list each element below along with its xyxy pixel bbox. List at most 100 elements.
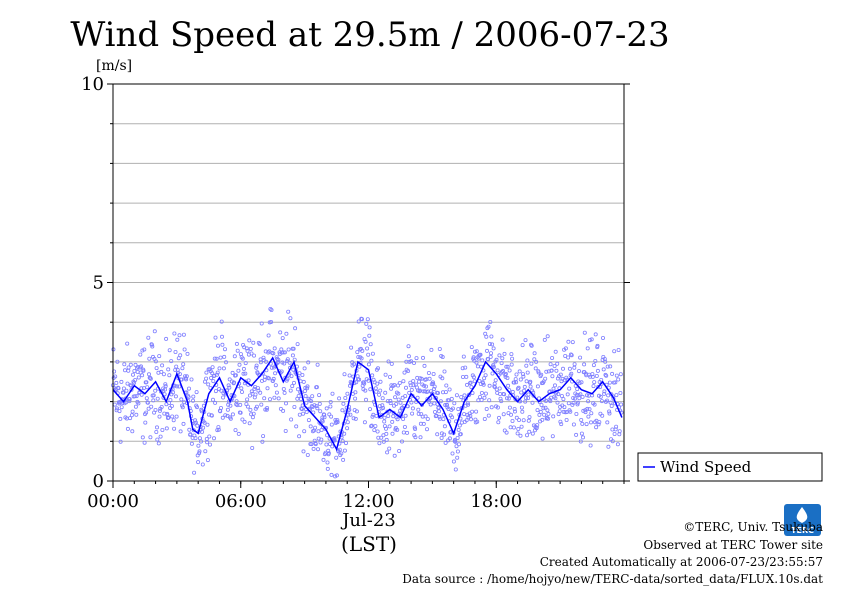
raw-data-point	[233, 428, 238, 433]
raw-data-point	[173, 349, 178, 354]
raw-data-point	[251, 340, 256, 345]
raw-data-point	[467, 411, 472, 416]
raw-data-point	[174, 384, 179, 389]
raw-data-point	[235, 348, 240, 353]
raw-data-point	[573, 396, 578, 401]
raw-data-point	[330, 391, 335, 396]
raw-data-point	[153, 388, 158, 393]
raw-data-point	[272, 346, 277, 351]
raw-data-point	[577, 396, 582, 401]
raw-data-point	[231, 380, 236, 385]
raw-data-point	[409, 359, 414, 364]
raw-data-point	[616, 377, 621, 382]
raw-data-point	[330, 444, 335, 449]
raw-data-point	[558, 419, 563, 424]
raw-data-point	[155, 396, 160, 401]
raw-data-point	[463, 365, 468, 370]
raw-data-point	[523, 399, 528, 404]
raw-data-point	[169, 359, 174, 364]
raw-data-point	[614, 424, 619, 429]
raw-data-point	[392, 453, 397, 458]
legend: Wind Speed	[637, 452, 823, 482]
raw-data-point	[238, 352, 243, 357]
raw-data-point	[302, 366, 307, 371]
raw-data-point	[501, 412, 506, 417]
raw-data-point	[205, 422, 210, 427]
raw-data-point	[455, 435, 460, 440]
raw-data-point	[186, 395, 191, 400]
raw-data-point	[385, 399, 390, 404]
raw-data-point	[167, 348, 172, 353]
raw-data-point	[435, 432, 440, 437]
raw-data-point	[227, 377, 232, 382]
raw-data-point	[343, 441, 348, 446]
raw-data-point	[498, 396, 503, 401]
raw-data-point	[164, 336, 169, 341]
raw-data-point	[194, 390, 199, 395]
raw-data-point	[398, 400, 403, 405]
raw-data-point	[160, 363, 165, 368]
raw-data-point	[534, 425, 539, 430]
raw-data-point	[329, 472, 334, 477]
raw-data-point	[589, 420, 594, 425]
raw-data-point	[269, 365, 274, 370]
raw-data-point	[614, 393, 619, 398]
raw-data-point	[320, 419, 325, 424]
raw-data-point	[453, 467, 458, 472]
raw-data-point	[520, 409, 525, 414]
raw-data-point	[508, 412, 513, 417]
raw-data-point	[217, 366, 222, 371]
raw-data-point	[128, 362, 133, 367]
raw-data-point	[447, 387, 452, 392]
raw-data-point	[304, 400, 309, 405]
raw-data-point	[529, 361, 534, 366]
raw-data-point	[569, 371, 574, 376]
raw-data-point	[319, 437, 324, 442]
raw-data-point	[383, 426, 388, 431]
raw-data-point	[488, 319, 493, 324]
raw-data-point	[252, 386, 257, 391]
raw-data-point	[222, 354, 227, 359]
raw-data-point	[481, 382, 486, 387]
raw-data-point	[324, 406, 329, 411]
raw-data-point	[550, 434, 555, 439]
raw-data-point	[580, 394, 585, 399]
raw-data-points	[111, 306, 624, 479]
raw-data-point	[406, 344, 411, 349]
raw-data-point	[351, 362, 356, 367]
raw-data-point	[167, 373, 172, 378]
raw-data-point	[502, 351, 507, 356]
raw-data-point	[145, 385, 150, 390]
raw-data-point	[269, 319, 274, 324]
raw-data-point	[137, 365, 142, 370]
raw-data-point	[146, 335, 151, 340]
raw-data-point	[486, 413, 491, 418]
raw-data-point	[230, 412, 235, 417]
raw-data-point	[216, 427, 221, 432]
raw-data-point	[196, 460, 201, 465]
raw-data-point	[449, 396, 454, 401]
raw-data-point	[140, 373, 145, 378]
raw-data-point	[357, 364, 362, 369]
raw-data-point	[447, 436, 452, 441]
raw-data-point	[522, 384, 527, 389]
raw-data-point	[153, 407, 158, 412]
raw-data-point	[342, 372, 347, 377]
raw-data-point	[291, 346, 296, 351]
raw-data-point	[125, 341, 130, 346]
raw-data-point	[491, 364, 496, 369]
raw-data-point	[311, 446, 316, 451]
raw-data-point	[113, 374, 118, 379]
raw-data-point	[504, 430, 509, 435]
raw-data-point	[383, 372, 388, 377]
raw-data-point	[353, 390, 358, 395]
raw-data-point	[581, 435, 586, 440]
raw-data-point	[605, 420, 610, 425]
x-axis-ticks: 00:00 06:00 12:00 18:00	[87, 481, 625, 512]
raw-data-point	[363, 339, 368, 344]
raw-data-point	[206, 382, 211, 387]
raw-data-point	[189, 377, 194, 382]
raw-data-point	[599, 399, 604, 404]
raw-data-point	[142, 347, 147, 352]
raw-data-point	[423, 414, 428, 419]
